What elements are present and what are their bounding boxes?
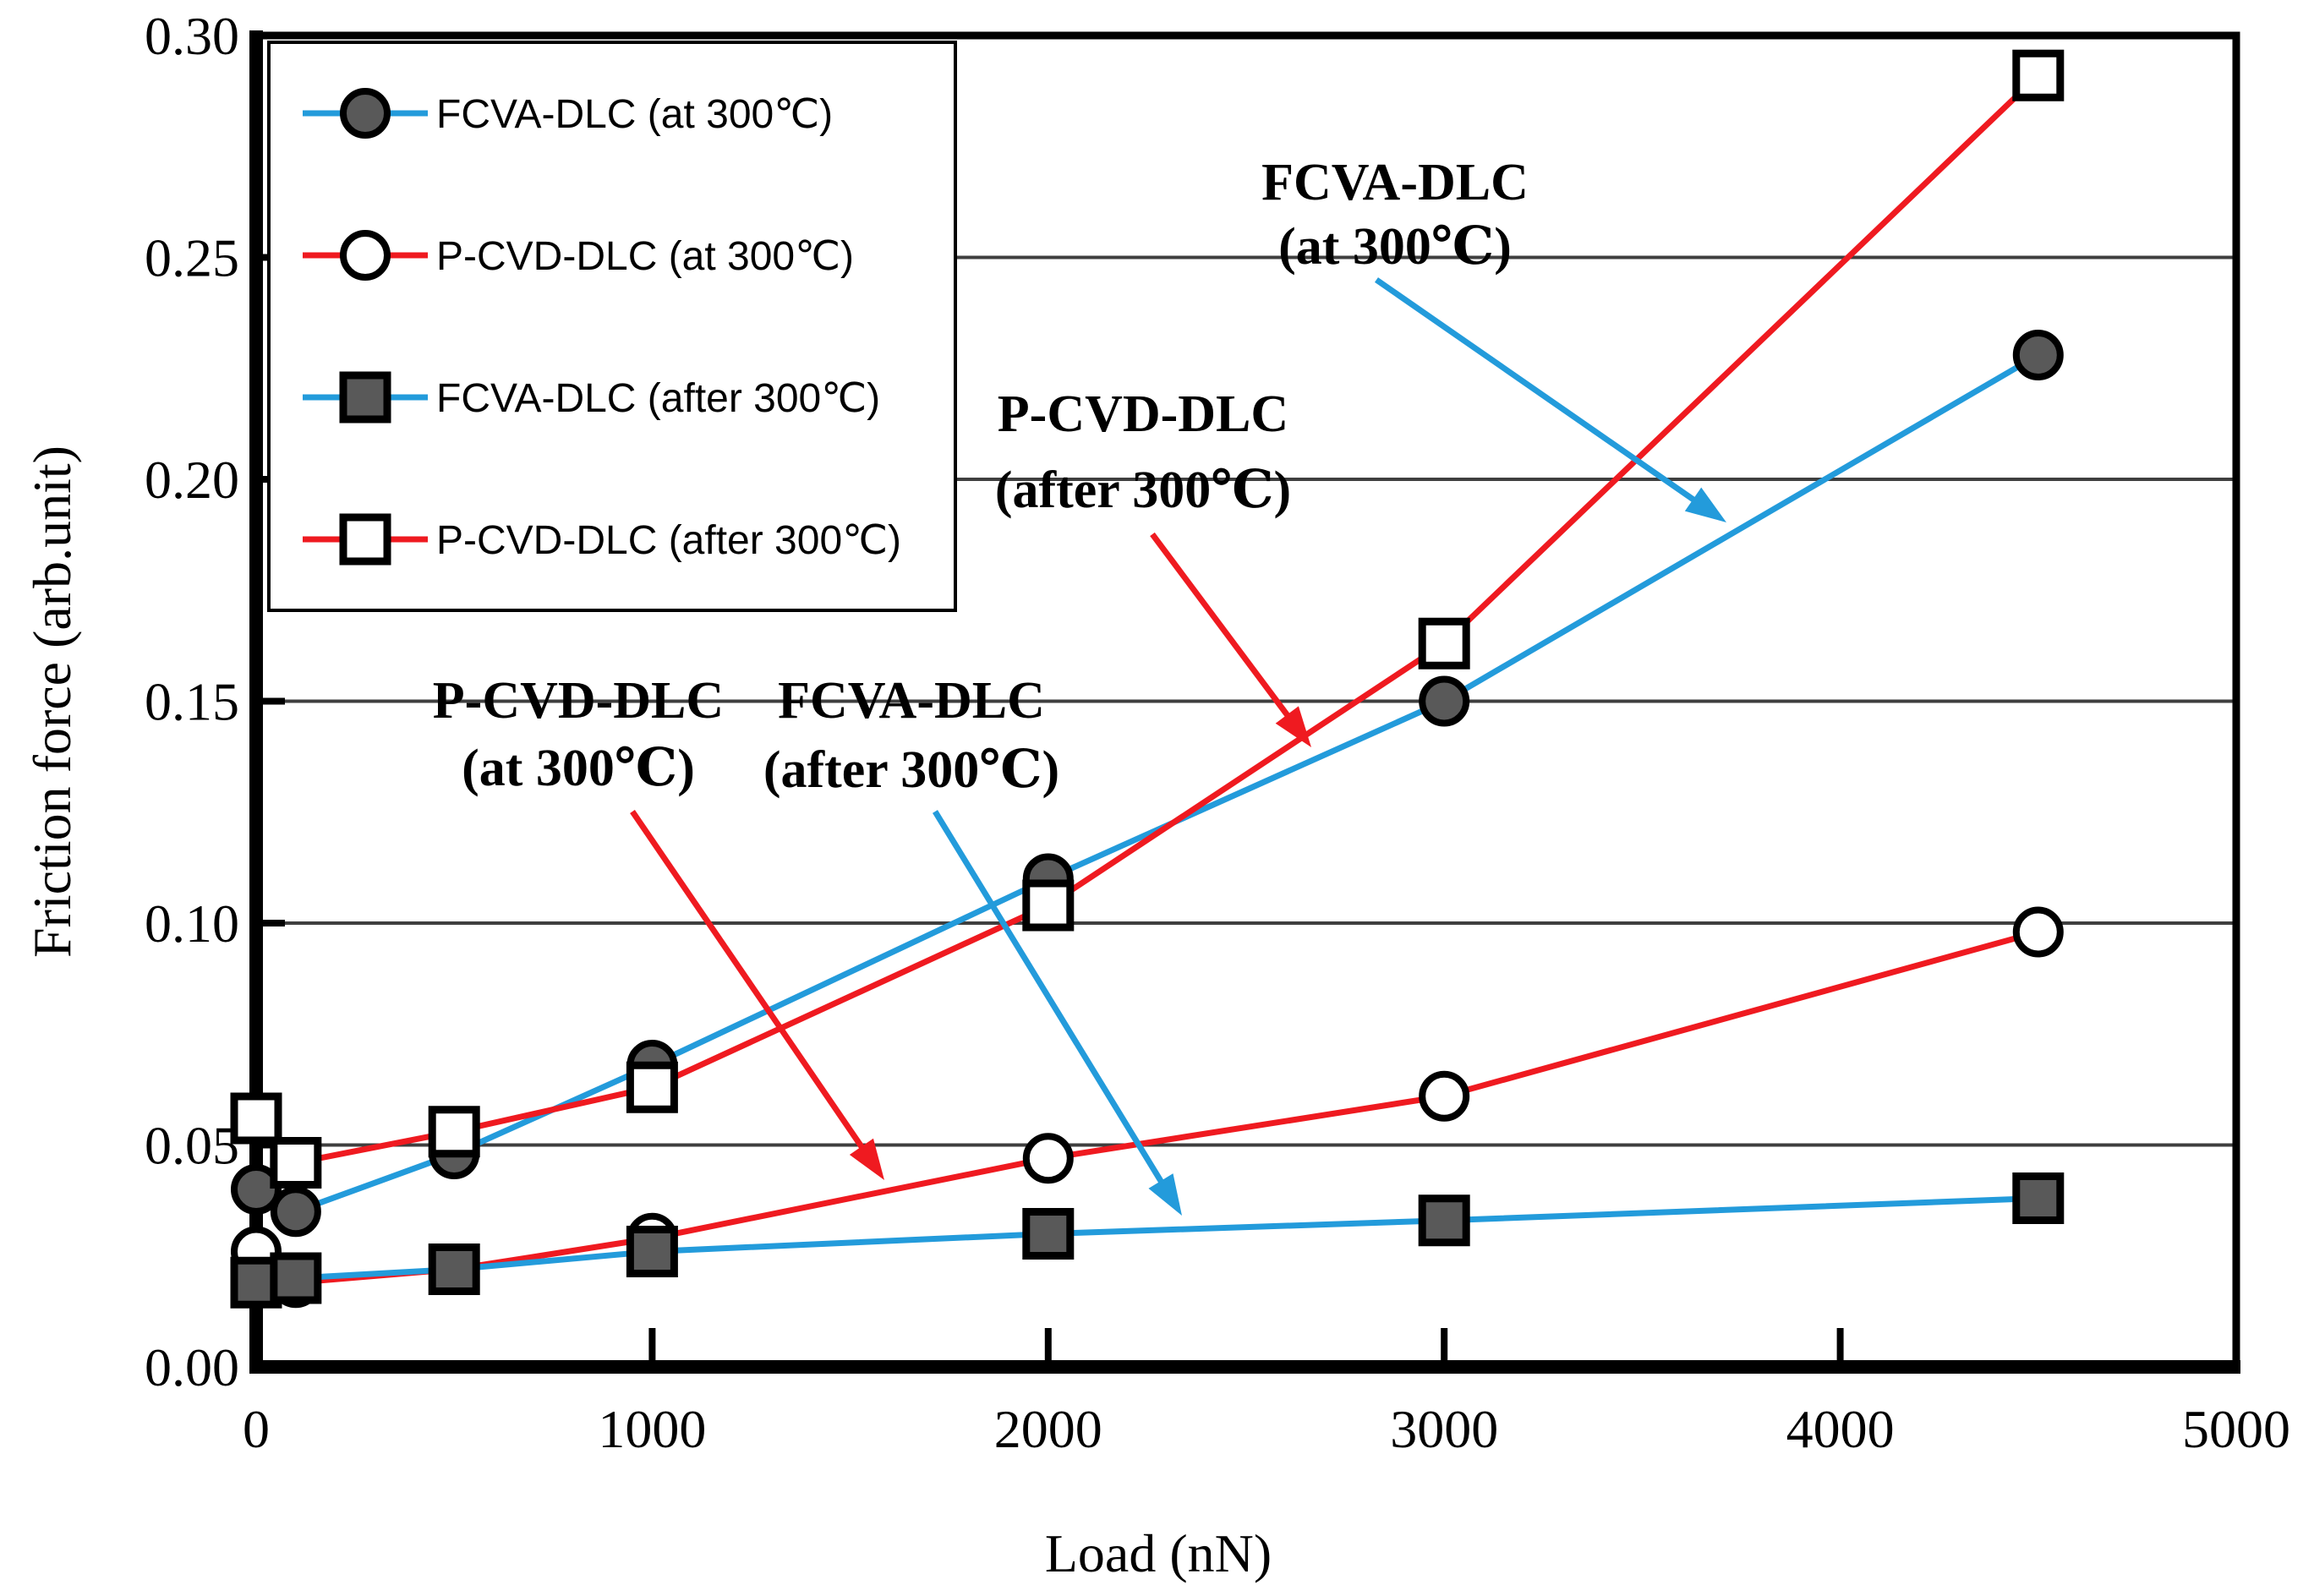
y-tick-label: 0.20 [145,450,239,510]
data-point-marker [2012,330,2064,380]
annotation-arrowhead [849,1138,884,1180]
legend-label: FCVA-DLC (after 300℃) [436,376,880,421]
annotation-label: (at 300℃) [462,740,695,797]
annotation-arrow [630,810,874,1164]
legend-label: P-CVD-DLC (at 300℃) [436,234,854,279]
annotation-label: P-CVD-DLC [998,385,1288,443]
annotation-arrow [1375,277,1710,512]
annotation-label: FCVA-DLC [1261,154,1529,211]
annotation-3: P-CVD-DLC (at 300℃) [433,672,884,1180]
data-point-marker [2012,1172,2065,1224]
annotation-arrowhead [1684,487,1726,522]
data-point-marker [1022,1208,1075,1260]
annotation-arrowhead [1148,1173,1182,1216]
y-tick-label: 0.15 [145,672,239,732]
data-point-marker [339,371,391,424]
x-tick-label: 1000 [598,1399,706,1459]
x-tick-label: 0 [243,1399,270,1459]
data-point-marker [270,1252,322,1304]
annotation-label: FCVA-DLC [778,672,1045,730]
data-point-marker [1419,675,1470,727]
data-point-marker [1419,1070,1470,1122]
data-point-marker [340,88,391,139]
data-point-marker [270,1137,322,1189]
annotation-label: P-CVD-DLC [433,672,724,730]
x-tick-label: 4000 [1786,1399,1895,1459]
annotation-1: FCVA-DLC (at 300℃) [1261,154,1726,522]
data-point-marker [230,1092,282,1145]
y-tick-label: 0.00 [145,1337,239,1397]
x-tick-label: 2000 [994,1399,1102,1459]
x-axis-title: Load (nN) [1044,1523,1272,1583]
legend-item-1: FCVA-DLC (at 300℃) [303,88,833,139]
data-point-marker [270,1186,321,1238]
legend-label: FCVA-DLC (at 300℃) [436,92,833,137]
data-point-marker [626,1061,678,1113]
data-point-marker [428,1243,480,1295]
data-point-marker [1418,1194,1470,1247]
legend-item-3: FCVA-DLC (after 300℃) [303,371,880,424]
annotation-label: (after 300℃) [763,741,1059,799]
x-tick-label: 3000 [1390,1399,1498,1459]
annotation-arrow [1150,532,1301,731]
x-tick-label: 5000 [2182,1399,2290,1459]
data-point-marker [626,1226,678,1277]
y-axis-title: Friction force (arb.unit) [22,445,82,958]
legend-item-2: P-CVD-DLC (at 300℃) [303,230,854,281]
y-tick-label: 0.30 [145,6,239,66]
data-point-marker [2012,49,2065,101]
data-point-marker [1022,1133,1074,1184]
y-tick-label: 0.25 [145,228,239,288]
data-point-marker [231,1164,282,1215]
series-p-cvd-dlc-after-300 [230,49,2065,1189]
series-fcva-dlc-after-300 [230,1172,2065,1309]
annotation-4: FCVA-DLC (after 300℃) [763,672,1182,1216]
legend-label: P-CVD-DLC (after 300℃) [436,518,901,563]
annotation-arrow [933,810,1173,1199]
series-p-cvd-dlc-at-300 [231,906,2064,1309]
data-point-marker [2012,906,2064,958]
annotation-arrowhead [1275,706,1311,747]
y-tick-label: 0.10 [145,894,239,954]
y-tick-label: 0.05 [145,1116,239,1176]
data-point-marker [428,1106,480,1158]
data-point-marker [339,513,391,566]
legend-item-4: P-CVD-DLC (after 300℃) [303,513,901,566]
series-line [255,1195,2038,1286]
annotation-2: P-CVD-DLC (after 300℃) [995,385,1311,747]
data-point-marker [1022,879,1075,932]
data-point-marker [340,230,391,281]
data-point-marker [1418,617,1470,670]
annotation-label: (after 300℃) [995,462,1291,519]
annotation-label: (at 300℃) [1278,218,1512,276]
legend: FCVA-DLC (at 300℃) P-CVD-DLC (at 300℃) FCV… [267,41,957,612]
